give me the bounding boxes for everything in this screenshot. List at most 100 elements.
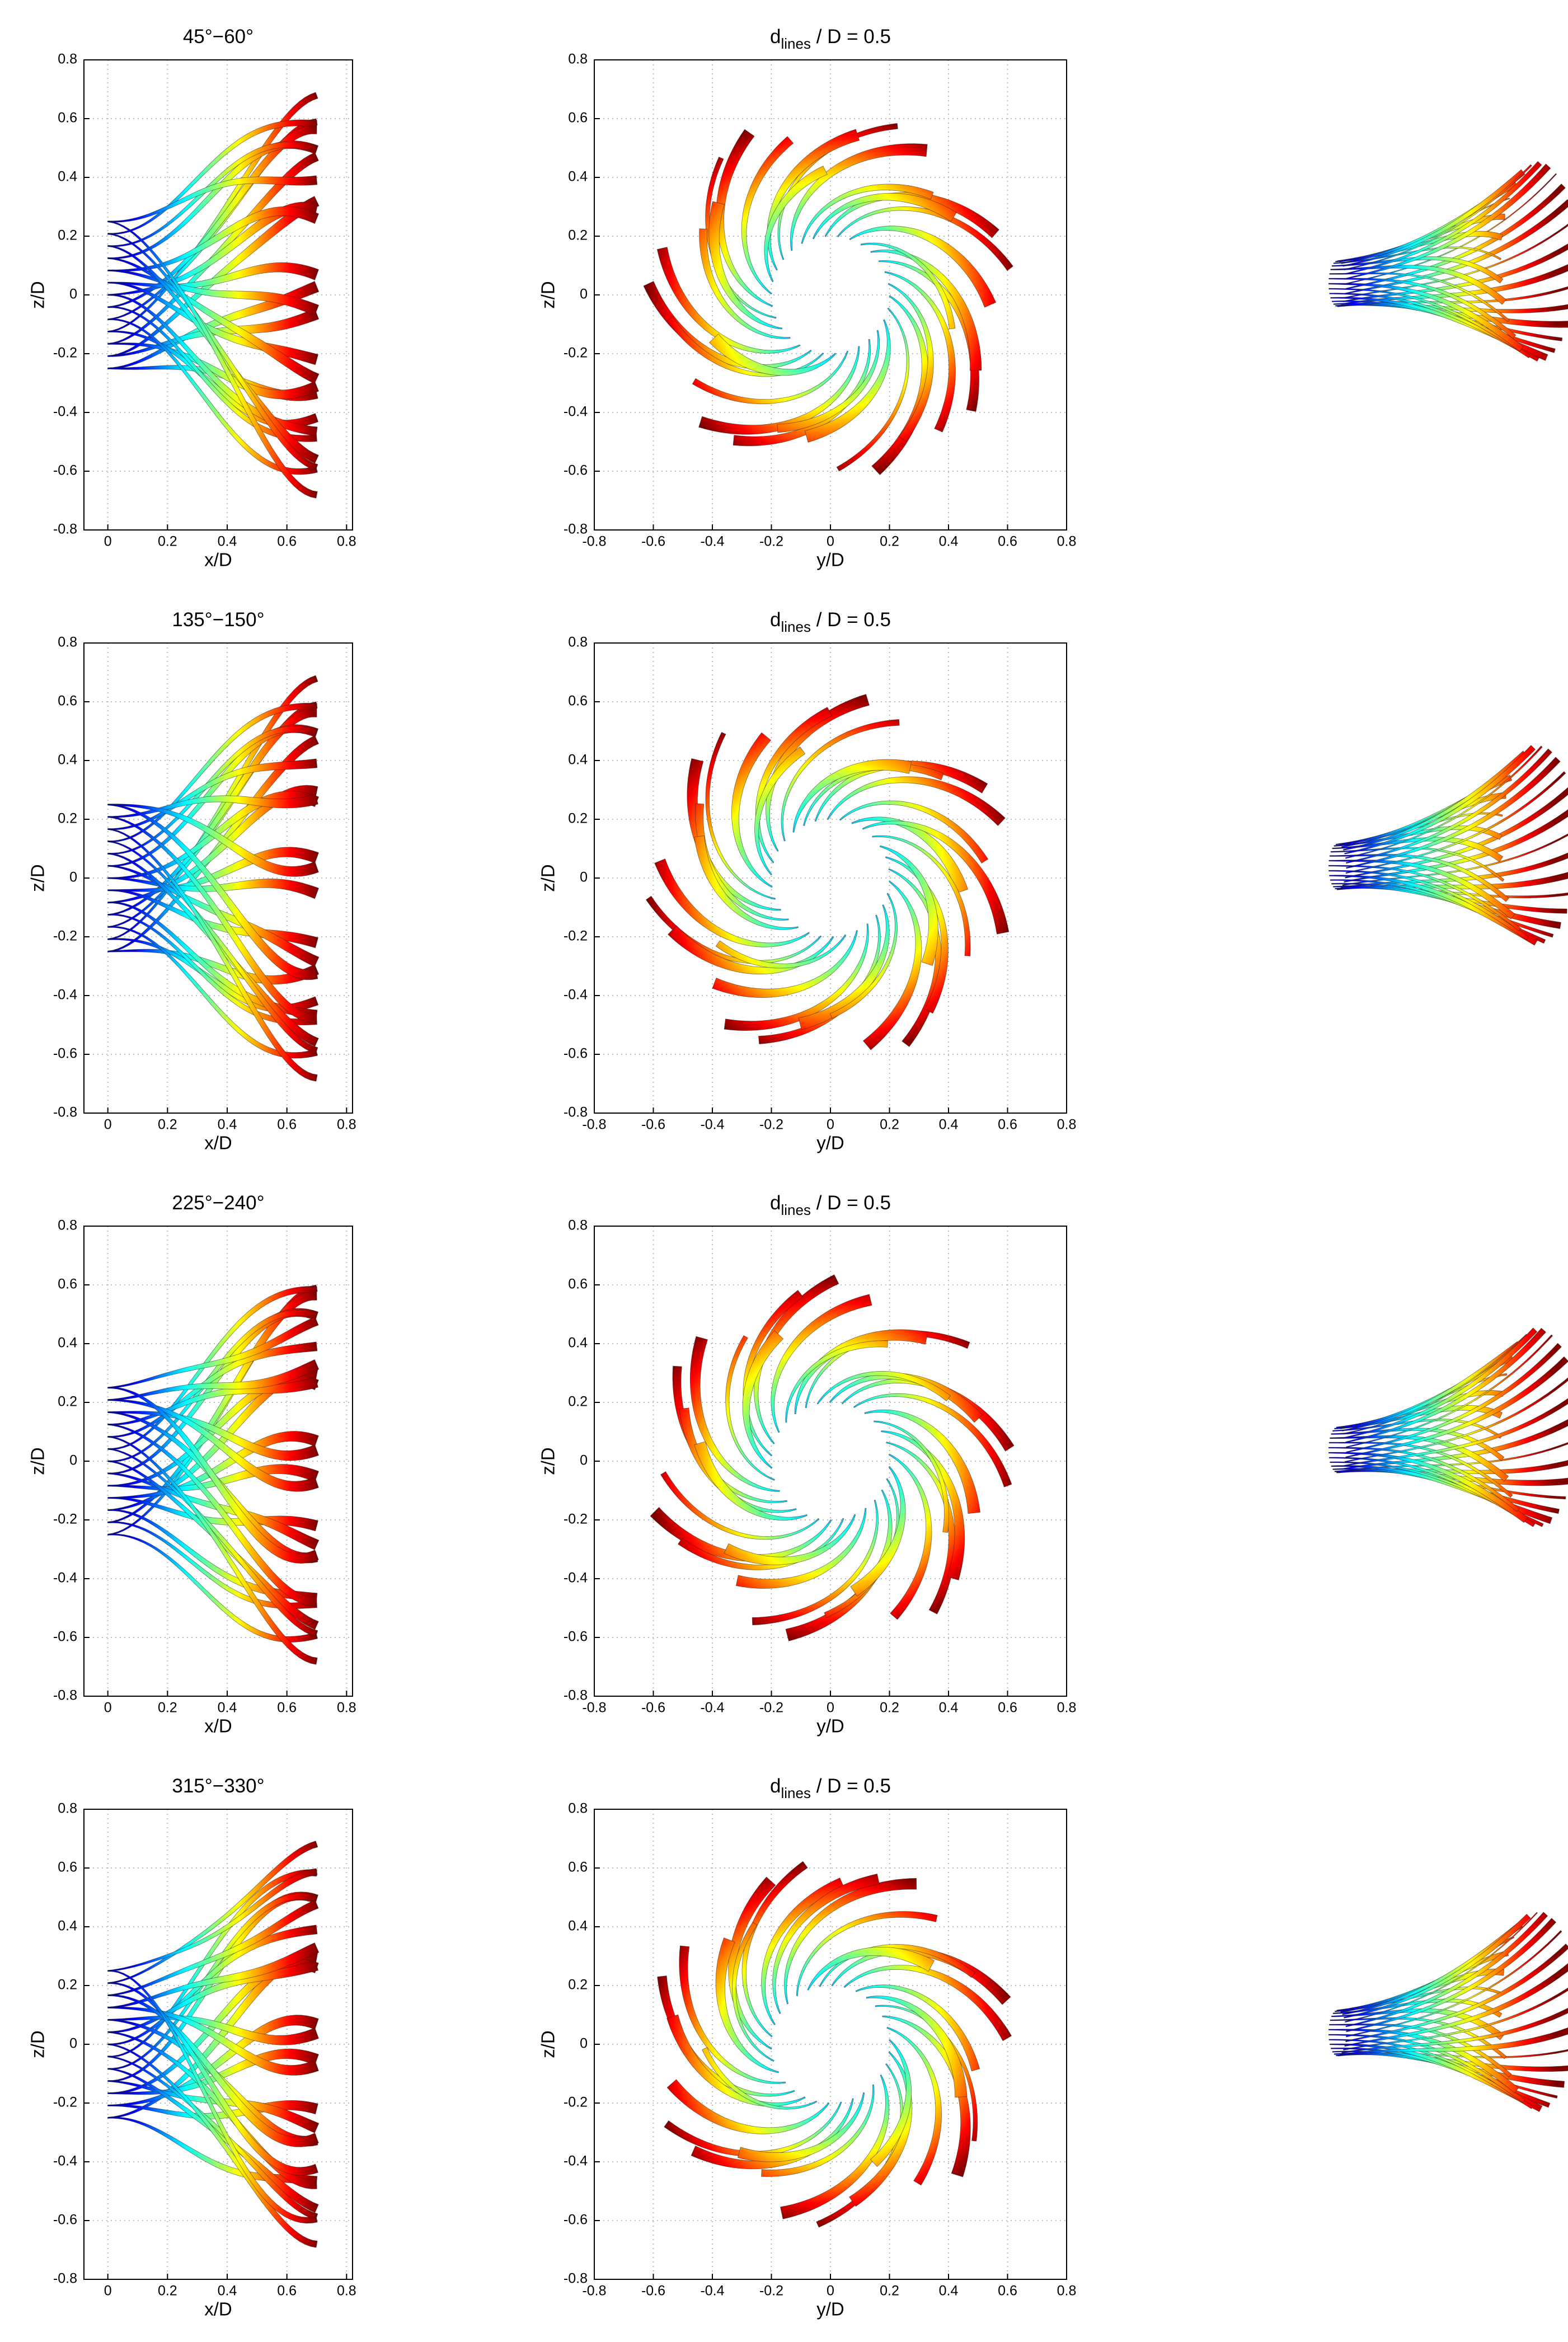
y-tick-label: 0.2 — [568, 811, 588, 827]
ribbon — [807, 1946, 935, 1991]
ribbon — [1344, 1327, 1538, 1439]
y-tick-label: 0.4 — [58, 1335, 77, 1351]
chart-title: 315°−330° — [172, 1775, 264, 1797]
y-tick-label: -0.6 — [564, 2212, 588, 2228]
x-tick-label: 0.8 — [1057, 1700, 1077, 1716]
x-axis-label: x/D — [204, 550, 232, 570]
ribbon — [1344, 745, 1536, 855]
title-rest: / D = 0.5 — [811, 1775, 891, 1797]
x-tick-label: 0.4 — [939, 534, 959, 550]
y-tick-label: -0.4 — [564, 2153, 588, 2169]
ribbon — [702, 2047, 818, 2110]
y-tick-label: 0.4 — [58, 169, 77, 185]
ribbon — [816, 1371, 951, 1405]
ribbon — [664, 2101, 842, 2157]
x-tick-label: 0 — [827, 534, 834, 550]
y-tick-label: 0.8 — [58, 1801, 77, 1817]
ribbon — [107, 794, 318, 818]
ribbon — [732, 1922, 774, 2062]
ribbon — [761, 1878, 844, 2025]
ribbon — [1341, 2007, 1568, 2054]
subplot: -0.8 -0.6 -0.4 -0.2 0 0.2 0.4 0.6 0.8 -0.8 -0.6 -0.… — [538, 26, 1077, 570]
x-tick-label: 0.2 — [880, 534, 899, 550]
ribbon — [870, 2039, 912, 2167]
ribbon — [812, 193, 957, 240]
ribbon — [654, 858, 810, 947]
ribbon — [790, 143, 928, 251]
y-tick-label: 0.6 — [58, 693, 77, 709]
ribbon — [1345, 745, 1543, 859]
y-tick-label: 0.8 — [568, 51, 588, 67]
ribbon — [874, 1420, 950, 1533]
ribbon — [107, 724, 319, 867]
ribbon — [1345, 1327, 1546, 1443]
title-main: d — [770, 1775, 781, 1797]
x-tick-label: 0.6 — [277, 2283, 297, 2299]
ribbon — [1345, 1912, 1538, 2023]
x-tick-label: -0.6 — [641, 2283, 665, 2299]
ribbon — [1328, 870, 1529, 941]
ribbon — [715, 1937, 779, 2073]
x-tick-label: 0.4 — [218, 1117, 237, 1133]
x-tick-label: 0.6 — [277, 534, 297, 550]
ribbon — [1329, 273, 1510, 322]
x-tick-label: 0 — [104, 2283, 112, 2299]
subplot: -0.8 -0.6 -0.4 -0.2 0 0.2 0.4 0.6 0.8 -0.8 -0.6 -0.… — [538, 1192, 1077, 1736]
ribbon — [107, 1970, 318, 2224]
ribbon — [879, 845, 938, 966]
x-axis-label: y/D — [816, 1133, 844, 1153]
x-tick-label: 0.8 — [1057, 1117, 1077, 1133]
ribbon — [784, 1878, 917, 2005]
chart-title: dlines / D = 0.5 — [770, 26, 891, 52]
y-tick-label: 0.2 — [58, 228, 77, 243]
y-tick-label: 0.8 — [58, 635, 77, 650]
ribbon — [1344, 809, 1568, 883]
ribbon — [853, 1393, 1012, 1487]
ribbon — [884, 271, 956, 433]
x-axis-label: y/D — [816, 2299, 844, 2320]
y-tick-label: -0.8 — [564, 1688, 588, 1703]
ribbon — [694, 803, 789, 921]
y-tick-label: -0.4 — [564, 987, 588, 1003]
chart-title: dlines / D = 0.5 — [770, 1775, 891, 1801]
y-tick-label: -0.8 — [564, 522, 588, 537]
ribbon — [1342, 833, 1568, 886]
ribbon — [1330, 879, 1546, 944]
y-tick-label: 0.4 — [58, 752, 77, 768]
ribbon — [796, 1911, 938, 1996]
y-axis-label: z/D — [538, 2030, 558, 2058]
x-tick-label: -0.6 — [641, 534, 665, 550]
x-axis-label: x/D — [204, 1133, 232, 1153]
title-rest: / D = 0.5 — [811, 609, 891, 631]
y-tick-label: -0.6 — [564, 1046, 588, 1062]
x-tick-label: 0.4 — [939, 1117, 959, 1133]
x-axis-label: y/D — [816, 550, 844, 570]
ribbon — [785, 1340, 888, 1423]
y-tick-label: 0 — [69, 287, 77, 302]
ribbon — [1330, 297, 1548, 361]
chart-title: 135°−150° — [172, 609, 264, 631]
ribbon — [698, 346, 860, 435]
ribbon — [107, 2043, 318, 2248]
ribbon — [888, 1453, 932, 1620]
y-tick-label: 0.8 — [58, 1218, 77, 1233]
ribbon — [1328, 278, 1517, 339]
x-tick-label: 0.8 — [337, 1700, 356, 1716]
ribbon — [692, 350, 849, 405]
x-axis-label: x/D — [204, 1716, 232, 1736]
y-tick-label: -0.6 — [53, 463, 77, 478]
ribbon — [862, 820, 1010, 935]
ribbon — [705, 731, 776, 900]
ribbon — [107, 1960, 318, 2033]
ribbon — [1331, 256, 1504, 284]
ribbon — [794, 1329, 928, 1415]
ribbon — [1345, 1912, 1548, 2027]
title-main: d — [770, 26, 781, 48]
y-tick-label: -0.2 — [53, 2095, 77, 2110]
title-subscript: lines — [781, 1201, 810, 1218]
subplot: -0.8 -0.6 -0.4 -0.2 0 0.2 0.4 0.6 0.8 -0.8 -0.6 -0.… — [538, 1775, 1077, 2320]
title-rest: / D = 0.5 — [811, 1192, 891, 1214]
ribbon — [1330, 265, 1506, 305]
x-tick-label: -0.8 — [582, 1700, 606, 1716]
ribbon — [672, 1365, 787, 1503]
